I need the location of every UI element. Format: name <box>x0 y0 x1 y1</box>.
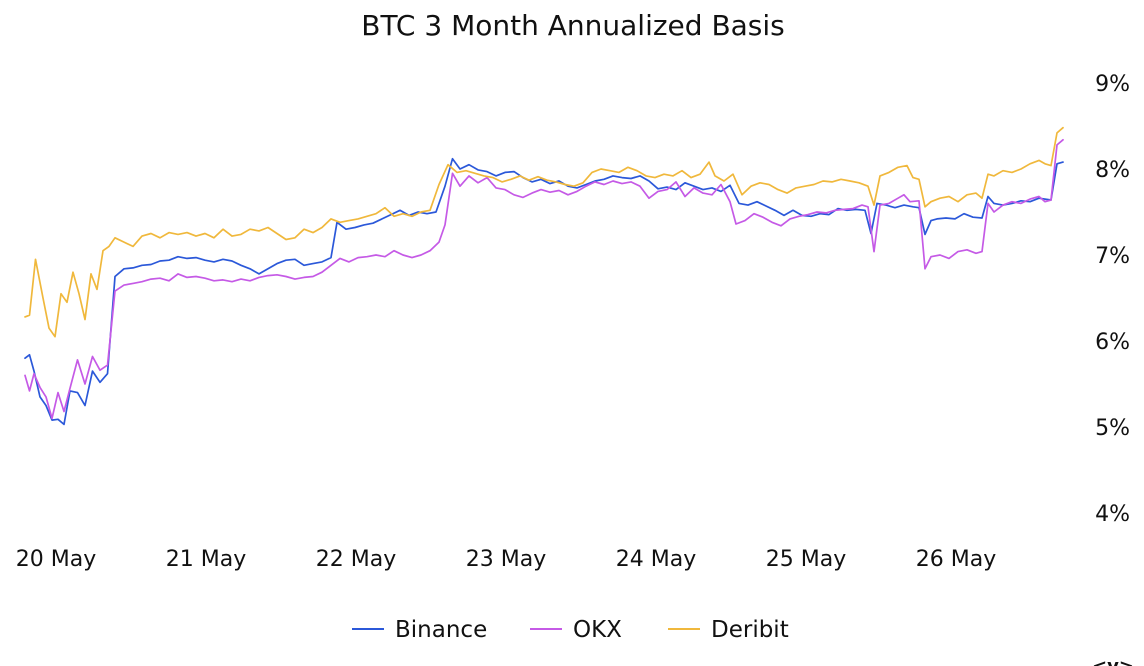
chart-title: BTC 3 Month Annualized Basis <box>361 9 785 42</box>
x-tick-label: 22 May <box>316 547 396 572</box>
logo-mark: <v> <box>1092 656 1134 666</box>
y-tick-label: 9% <box>1095 72 1130 97</box>
series-line-deribit <box>24 126 1064 338</box>
legend-item-deribit: Deribit <box>668 617 789 643</box>
y-tick-label: 8% <box>1095 158 1130 183</box>
legend-label: Binance <box>395 617 487 643</box>
legend-item-okx: OKX <box>530 617 622 643</box>
svg-text:<v>: <v> <box>1092 656 1134 666</box>
y-tick-label: 6% <box>1095 330 1130 355</box>
x-tick-label: 26 May <box>916 547 996 572</box>
x-tick-label: 21 May <box>166 547 246 572</box>
x-tick-label: 23 May <box>466 547 546 572</box>
legend-item-binance: Binance <box>352 617 487 643</box>
legend: Binance OKX Deribit <box>352 617 789 643</box>
series-line-binance <box>24 157 1064 426</box>
series-line-okx <box>24 138 1064 420</box>
x-tick-label: 25 May <box>766 547 846 572</box>
y-axis-ticks: 9% 8% 7% 6% 5% 4% <box>1095 72 1130 527</box>
y-tick-label: 4% <box>1095 502 1130 527</box>
y-tick-label: 7% <box>1095 244 1130 269</box>
plot-area <box>24 126 1064 426</box>
x-axis-ticks: 20 May 21 May 22 May 23 May 24 May 25 May 26 M… <box>16 547 996 572</box>
legend-label: Deribit <box>711 617 789 643</box>
x-tick-label: 20 May <box>16 547 96 572</box>
x-tick-label: 24 May <box>616 547 696 572</box>
y-tick-label: 5% <box>1095 416 1130 441</box>
legend-label: OKX <box>573 617 622 643</box>
